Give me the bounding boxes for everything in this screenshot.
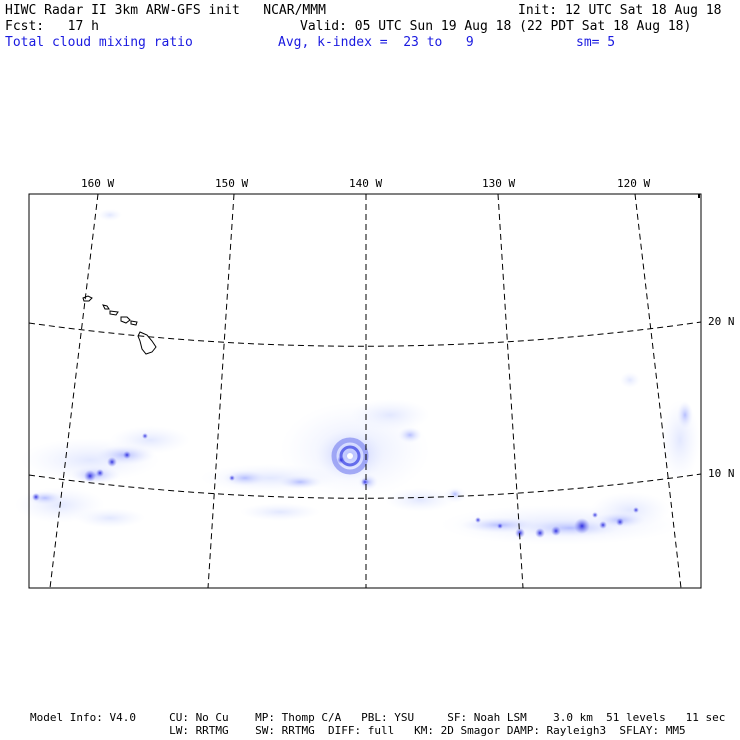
lon-label-140w: 140 W <box>349 177 383 190</box>
lat-label-20n: 20 N <box>708 315 735 328</box>
field-name: Total cloud mixing ratio <box>5 35 193 50</box>
level-range: Avg, k-index = 23 to 9 <box>278 35 474 50</box>
valid-time: Valid: 05 UTC Sun 19 Aug 18 (22 PDT Sat … <box>300 19 692 34</box>
cloud-field <box>15 209 700 545</box>
lat-label-10n: 10 N <box>708 467 735 480</box>
lon-label-150w: 150 W <box>215 177 249 190</box>
title-line: HIWC Radar II 3km ARW-GFS init NCAR/MMM <box>5 3 326 18</box>
lon-label-160w: 160 W <box>81 177 115 190</box>
lon-label-120w: 120 W <box>617 177 651 190</box>
graticule <box>28 193 702 589</box>
hawaii-islands <box>82 295 157 355</box>
model-info-line1: Model Info: V4.0 CU: No Cu MP: Thomp C/A… <box>30 711 726 724</box>
init-time: Init: 12 UTC Sat 18 Aug 18 <box>518 3 722 18</box>
map-frame <box>28 193 702 589</box>
model-info-line2: LW: RRTMG SW: RRTMG DIFF: full KM: 2D Sm… <box>30 724 686 737</box>
forecast-hour: Fcst: 17 h <box>5 19 99 34</box>
smoothing-info: sm= 5 <box>576 35 616 50</box>
lon-label-130w: 130 W <box>482 177 516 190</box>
